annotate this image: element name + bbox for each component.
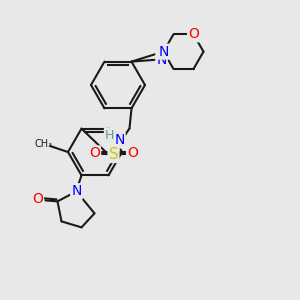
Text: CH₃: CH₃ — [35, 139, 53, 149]
Text: N: N — [71, 184, 82, 198]
Text: N: N — [156, 52, 167, 67]
Text: H: H — [105, 129, 114, 142]
Text: O: O — [89, 146, 100, 161]
Text: N: N — [71, 184, 82, 198]
Text: S: S — [109, 147, 118, 162]
Text: N: N — [114, 134, 125, 147]
Text: O: O — [188, 27, 199, 41]
Text: O: O — [127, 146, 138, 161]
Text: O: O — [32, 192, 43, 206]
Text: N: N — [158, 45, 169, 58]
